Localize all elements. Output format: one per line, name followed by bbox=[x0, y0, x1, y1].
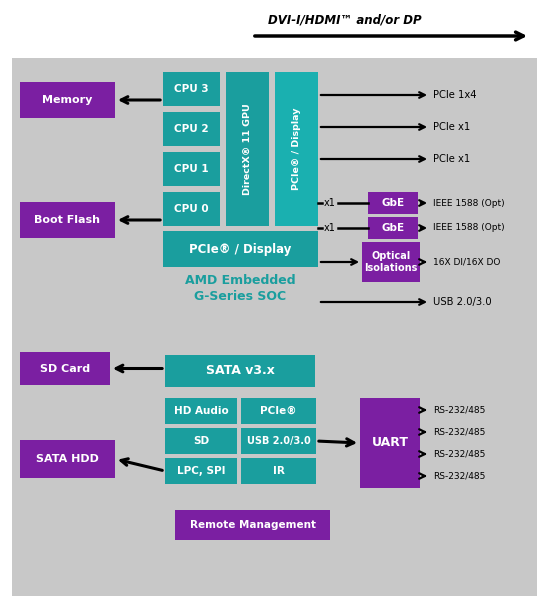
Text: Boot Flash: Boot Flash bbox=[35, 215, 100, 225]
Text: RS-232/485: RS-232/485 bbox=[433, 406, 485, 415]
Bar bbox=[275, 72, 318, 226]
Bar bbox=[163, 72, 220, 106]
Text: PCIe x1: PCIe x1 bbox=[433, 122, 470, 132]
Bar bbox=[368, 217, 418, 239]
Bar bbox=[163, 152, 220, 186]
Text: CPU 0: CPU 0 bbox=[174, 204, 209, 214]
Bar bbox=[360, 398, 420, 488]
Text: PCIe 1x4: PCIe 1x4 bbox=[433, 90, 477, 100]
Text: USB 2.0/3.0: USB 2.0/3.0 bbox=[247, 436, 310, 446]
Bar bbox=[163, 112, 220, 146]
Text: CPU 2: CPU 2 bbox=[174, 124, 209, 134]
Bar bbox=[20, 82, 115, 118]
Text: Remote Management: Remote Management bbox=[189, 520, 316, 530]
Text: DVI-I/HDMI™ and/or DP: DVI-I/HDMI™ and/or DP bbox=[268, 13, 422, 27]
Text: PCIe® / Display: PCIe® / Display bbox=[292, 108, 301, 190]
Bar bbox=[241, 428, 316, 454]
Text: DirectX® 11 GPU: DirectX® 11 GPU bbox=[243, 103, 252, 195]
Text: PCIe x1: PCIe x1 bbox=[433, 154, 470, 164]
Bar bbox=[163, 192, 220, 226]
Text: GbE: GbE bbox=[382, 198, 405, 208]
Text: HD Audio: HD Audio bbox=[173, 406, 228, 416]
Text: PCIe®: PCIe® bbox=[260, 406, 297, 416]
Text: SATA HDD: SATA HDD bbox=[36, 454, 99, 464]
Bar bbox=[12, 58, 537, 596]
Text: GbE: GbE bbox=[382, 223, 405, 233]
Text: PCIe® / Display: PCIe® / Display bbox=[189, 242, 292, 256]
Bar bbox=[163, 231, 318, 267]
Text: UART: UART bbox=[372, 437, 408, 449]
Text: SD: SD bbox=[193, 436, 209, 446]
Text: RS-232/485: RS-232/485 bbox=[433, 471, 485, 481]
Text: RS-232/485: RS-232/485 bbox=[433, 428, 485, 437]
Bar bbox=[362, 242, 420, 282]
Text: LPC, SPI: LPC, SPI bbox=[177, 466, 225, 476]
Bar bbox=[241, 458, 316, 484]
Bar bbox=[20, 202, 115, 238]
Text: USB 2.0/3.0: USB 2.0/3.0 bbox=[433, 297, 491, 307]
Bar bbox=[368, 192, 418, 214]
Bar bbox=[165, 428, 237, 454]
Text: IEEE 1588 (Opt): IEEE 1588 (Opt) bbox=[433, 199, 505, 208]
Text: Optical
Isolations: Optical Isolations bbox=[365, 251, 418, 273]
Text: SATA v3.x: SATA v3.x bbox=[205, 365, 274, 378]
Bar bbox=[165, 458, 237, 484]
Bar bbox=[20, 440, 115, 478]
Bar bbox=[226, 72, 269, 226]
Text: RS-232/485: RS-232/485 bbox=[433, 449, 485, 459]
Text: IEEE 1588 (Opt): IEEE 1588 (Opt) bbox=[433, 224, 505, 233]
Bar bbox=[165, 355, 315, 387]
Text: Memory: Memory bbox=[42, 95, 93, 105]
Text: x1: x1 bbox=[324, 223, 336, 233]
Text: CPU 1: CPU 1 bbox=[174, 164, 209, 174]
Text: 16X DI/16X DO: 16X DI/16X DO bbox=[433, 258, 500, 267]
Text: SD Card: SD Card bbox=[40, 364, 90, 373]
Text: IR: IR bbox=[272, 466, 284, 476]
Text: CPU 3: CPU 3 bbox=[174, 84, 209, 94]
Bar bbox=[241, 398, 316, 424]
Bar bbox=[165, 398, 237, 424]
Bar bbox=[175, 510, 330, 540]
Text: AMD Embedded
G-Series SOC: AMD Embedded G-Series SOC bbox=[185, 275, 296, 303]
Bar bbox=[20, 352, 110, 385]
Text: x1: x1 bbox=[324, 198, 336, 208]
